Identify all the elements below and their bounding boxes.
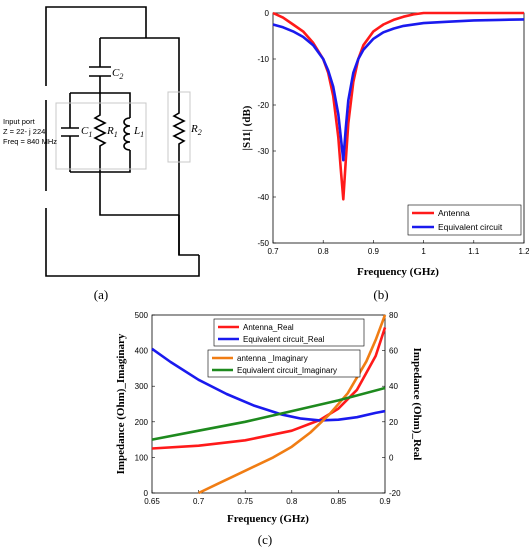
resistor-r2-symbol (172, 103, 186, 255)
s11-x-axis-label: Frequency (GHz) (357, 266, 439, 278)
impedance-x-tick-label: 0.7 (193, 497, 205, 506)
legend-label-equivalent-imaginary: Equivalent circuit_Imaginary (237, 366, 337, 375)
s11-y-tick-label: -20 (257, 101, 269, 110)
s11-legend: Antenna Equivalent circuit (407, 204, 522, 236)
impedance-left-y-tick-label: 400 (135, 347, 149, 356)
impedance-legend-imaginary: antenna _Imaginary Equivalent circuit_Im… (207, 349, 361, 378)
impedance-right-y-tick-label: 80 (389, 311, 398, 320)
impedance-right-y-axis-label: Impedance (Ohm)_Real (411, 348, 423, 461)
s11-x-ticks: 0.7 0.8 0.9 1 1.1 1.2 (267, 240, 529, 256)
s11-x-tick-label: 0.9 (368, 247, 380, 256)
legend-label-antenna-imaginary: antenna _Imaginary (237, 354, 308, 363)
legend-label-antenna-real: Antenna_Real (243, 323, 294, 332)
impedance-x-ticks: 0.65 0.7 0.75 0.8 0.85 0.9 (144, 490, 391, 506)
parallel-top-rail (70, 92, 131, 118)
impedance-legend-real-box (213, 318, 365, 347)
circuit-top-rail (100, 37, 180, 103)
s11-y-tick-label: -10 (257, 55, 269, 64)
input-port-line-3: Freq = 840 MHz (3, 137, 57, 146)
impedance-left-y-axis-label: Impedance (Ohm)_Imaginary (115, 333, 127, 474)
inductor-l1-symbol (123, 117, 131, 151)
s11-line-equivalent-circuit (272, 18, 525, 162)
s11-x-tick-label: 1.1 (468, 247, 480, 256)
impedance-series-lines (151, 314, 387, 495)
panel-label-b: (b) (373, 287, 388, 302)
parallel-group-outline (55, 102, 147, 170)
label-c2: C2 (112, 67, 123, 81)
impedance-left-y-tick-label: 200 (135, 418, 149, 427)
impedance-left-y-ticks: 0 100 200 300 400 500 (135, 311, 155, 498)
s11-plot-frame (272, 12, 525, 244)
circuit-outer-loop (45, 6, 200, 277)
impedance-right-y-tick-label: 20 (389, 418, 398, 427)
impedance-legend-real: Antenna_Real Equivalent circuit_Real (213, 318, 365, 347)
r2-outline (167, 91, 191, 163)
impedance-x-tick-label: 0.75 (237, 497, 253, 506)
circuit-bottom-rail (99, 172, 199, 256)
impedance-line-equivalent-imaginary (151, 386, 386, 441)
circuit-diagram: C2 C1 R1 L1 R2 Input port Z = 22- j 224 … (3, 6, 202, 277)
impedance-legend-imaginary-box (207, 349, 361, 378)
input-port-line-2: Z = 22- j 224 (3, 127, 45, 136)
label-r1: R1 (106, 125, 118, 139)
impedance-x-tick-label: 0.65 (144, 497, 160, 506)
impedance-x-tick-label: 0.85 (331, 497, 347, 506)
label-l1: L1 (133, 125, 144, 139)
impedance-right-y-tick-label: 60 (389, 347, 398, 356)
impedance-left-y-tick-label: 100 (135, 453, 149, 462)
impedance-chart: 0 100 200 300 400 500 -20 0 20 40 60 80 0.65 0.7 0.7… (115, 311, 423, 525)
s11-y-ticks: 0 -10 -20 -30 -40 -50 (257, 9, 276, 248)
impedance-left-y-tick-label: 500 (135, 311, 149, 320)
impedance-right-y-tick-label: 40 (389, 382, 398, 391)
panel-label-c: (c) (258, 532, 272, 547)
s11-series-lines (272, 11, 525, 201)
s11-chart: 0 -10 -20 -30 -40 -50 0.7 0.8 0.9 1 1.1 1.2 Freque… (241, 9, 529, 278)
capacitor-c1-symbol (61, 127, 79, 137)
resistor-r1-symbol (93, 93, 107, 172)
impedance-right-y-tick-label: 0 (389, 453, 394, 462)
s11-y-tick-label: -40 (257, 193, 269, 202)
legend-label-equivalent-real: Equivalent circuit_Real (243, 335, 325, 344)
s11-x-tick-label: 1 (421, 247, 426, 256)
s11-legend-box (407, 204, 522, 236)
s11-y-axis-label: |S11| (dB) (241, 105, 253, 150)
parallel-bottom-rail (70, 150, 131, 173)
impedance-line-antenna-imaginary (198, 314, 387, 495)
impedance-x-axis-label: Frequency (GHz) (227, 513, 309, 525)
impedance-right-y-tick-label: -20 (389, 489, 401, 498)
label-r2: R2 (190, 123, 202, 137)
impedance-line-equivalent-real (151, 347, 386, 422)
s11-y-tick-label: -50 (257, 239, 269, 248)
s11-y-tick-label: 0 (265, 9, 270, 18)
capacitor-c2-symbol (89, 66, 111, 77)
impedance-x-tick-label: 0.9 (379, 497, 391, 506)
input-port-line-1: Input port (3, 117, 36, 126)
s11-legend-label-equivalent: Equivalent circuit (438, 222, 503, 232)
impedance-x-tick-label: 0.8 (286, 497, 298, 506)
label-c1: C1 (81, 125, 92, 139)
impedance-left-y-tick-label: 300 (135, 382, 149, 391)
s11-y-tick-label: -30 (257, 147, 269, 156)
s11-x-tick-label: 0.7 (267, 247, 279, 256)
s11-x-tick-label: 0.8 (318, 247, 330, 256)
impedance-right-y-ticks: -20 0 20 40 60 80 (382, 311, 401, 498)
s11-x-tick-label: 1.2 (518, 247, 529, 256)
panel-label-a: (a) (94, 287, 108, 302)
s11-legend-label-antenna: Antenna (438, 208, 470, 218)
impedance-left-y-tick-label: 0 (144, 489, 149, 498)
